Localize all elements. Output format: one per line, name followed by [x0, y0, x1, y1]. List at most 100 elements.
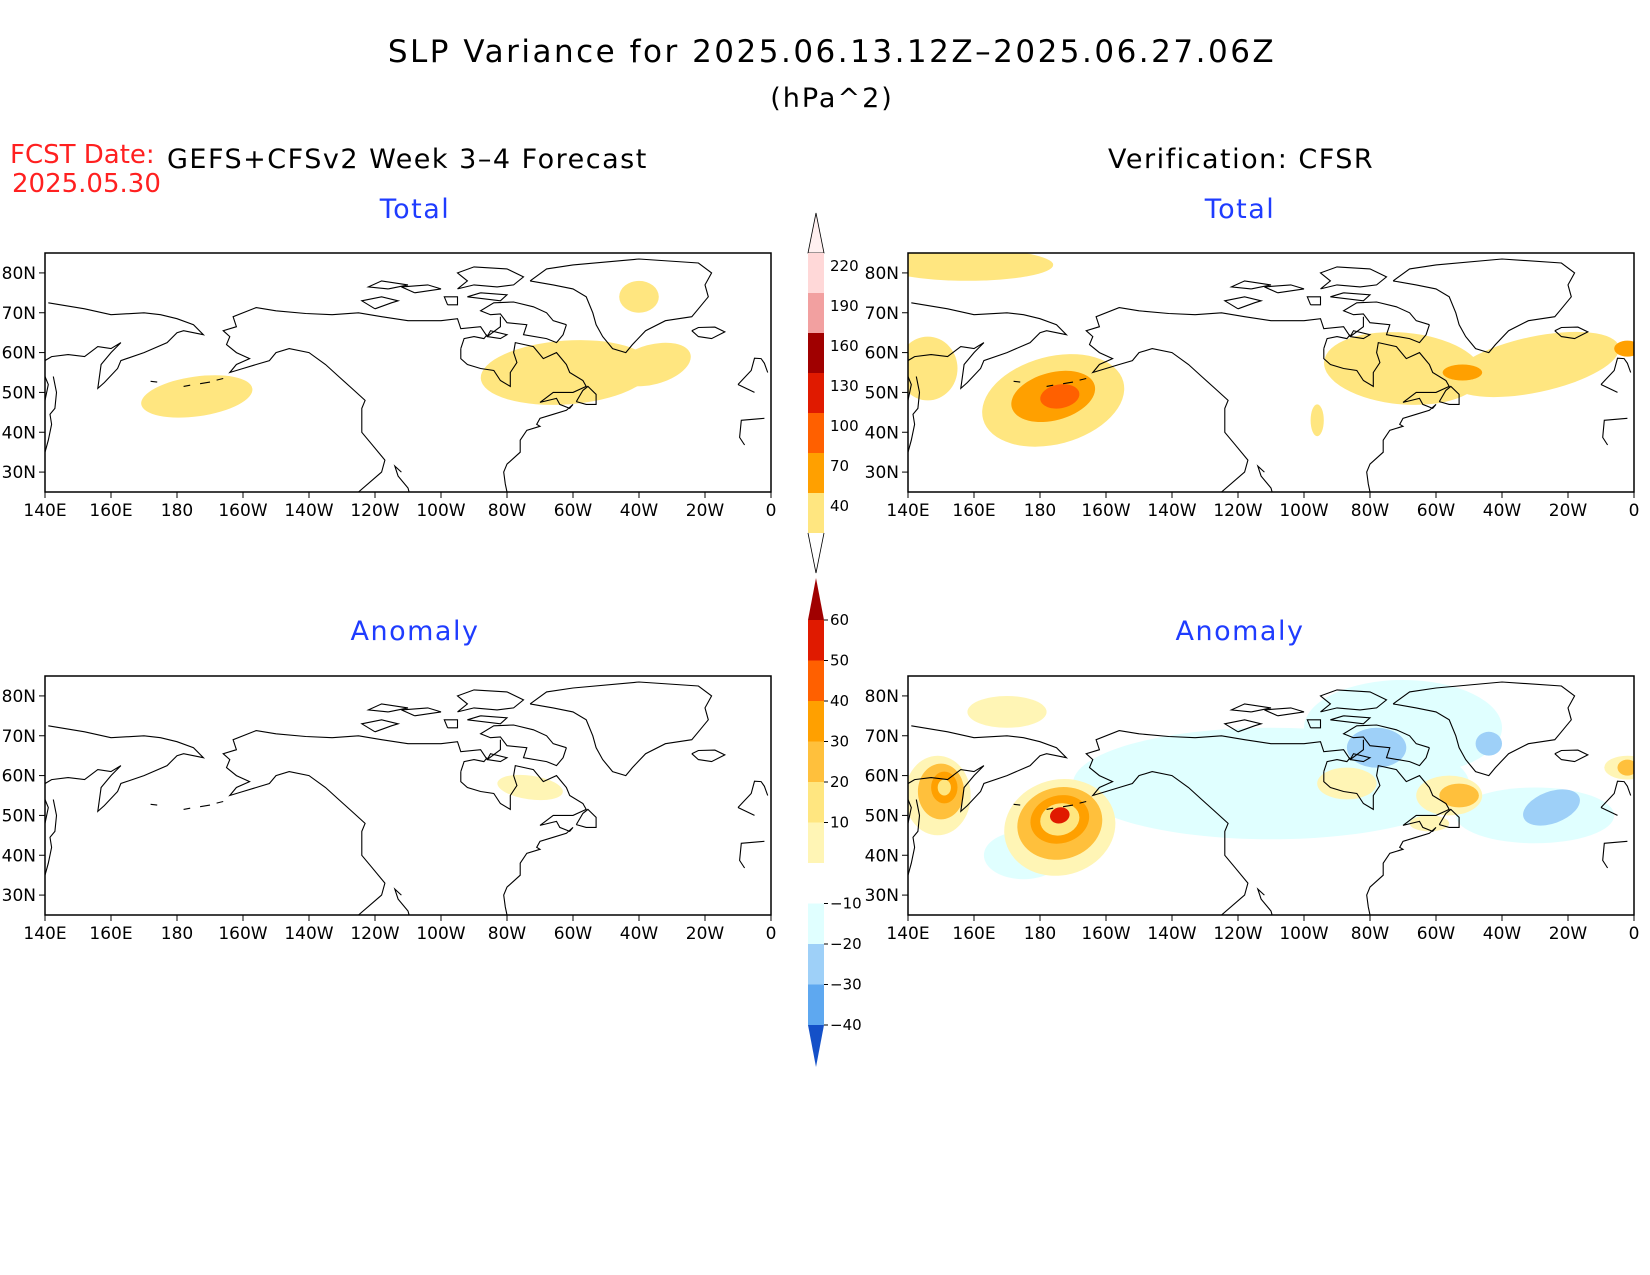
- colorbar-label: 160: [830, 337, 859, 355]
- shaded-region: [937, 779, 951, 796]
- coastline: [460, 764, 587, 915]
- colorbar-swatch: [808, 782, 824, 823]
- figure-title: SLP Variance for 2025.06.13.12Z–2025.06.…: [388, 34, 1276, 70]
- coastline: [479, 301, 567, 344]
- coastline: [1256, 464, 1273, 492]
- colorbar-arrow-bottom: [807, 532, 825, 574]
- coastline: [1063, 804, 1074, 808]
- shaded-region: [1050, 807, 1070, 824]
- coastline: [1438, 808, 1460, 828]
- coastline: [1319, 266, 1388, 290]
- lon-tick-label: 140W: [1147, 501, 1196, 521]
- coastline: [1342, 301, 1430, 344]
- shaded-region: [1523, 789, 1580, 826]
- coastline: [222, 730, 501, 915]
- coastline: [575, 385, 597, 405]
- lat-tick-label: 50N: [2, 383, 36, 403]
- lat-tick-label: 60N: [865, 344, 899, 364]
- lon-tick-label: 140W: [1147, 924, 1196, 944]
- colorbar-swatch: [808, 413, 824, 453]
- coastline: [0, 408, 764, 445]
- coastline: [1046, 384, 1054, 387]
- coastline: [456, 266, 525, 290]
- units-label: (hPa^2): [770, 83, 894, 114]
- coastline: [183, 384, 191, 387]
- coastline: [1323, 764, 1450, 915]
- coastline: [1438, 385, 1460, 405]
- lat-tick-label: 60N: [2, 344, 36, 364]
- coastline: [1013, 803, 1021, 806]
- coastline: [1046, 807, 1054, 810]
- coastline: [45, 799, 58, 876]
- shaded-region: [1442, 364, 1483, 381]
- coastline: [529, 258, 713, 354]
- lon-tick-label: 160W: [1081, 501, 1130, 521]
- lat-tick-label: 30N: [2, 886, 36, 906]
- coastline: [45, 725, 206, 824]
- lat-tick-label: 60N: [2, 767, 36, 787]
- lon-tick-label: 180: [161, 924, 193, 944]
- coastline: [1264, 284, 1305, 294]
- shaded-region: [141, 375, 253, 418]
- colorbar-total: 220 190 160 130 100 70 40: [807, 212, 859, 574]
- lon-tick-label: 100W: [1279, 924, 1328, 944]
- coastline: [1229, 280, 1272, 290]
- coastline: [150, 380, 158, 383]
- coastline: [908, 799, 921, 876]
- coastline: [1600, 357, 1632, 393]
- colorbar-label: 20: [830, 773, 849, 791]
- coastline: [222, 307, 501, 492]
- shaded-region: [613, 342, 691, 387]
- coastline: [1323, 334, 1351, 349]
- map-panel-fcst-anomaly: [0, 681, 769, 915]
- colorbar-anomaly: 60 50 40 30 20 10 −10 −20 −30 −40: [808, 578, 862, 1067]
- coastline: [1349, 330, 1372, 340]
- lat-tick-label: 70N: [2, 304, 36, 324]
- lat-tick-label: 50N: [2, 806, 36, 826]
- lat-tick-label: 40N: [2, 423, 36, 443]
- lon-tick-label: 140E: [886, 501, 929, 521]
- lat-tick-label: 40N: [865, 423, 899, 443]
- lon-tick-label: 160W: [218, 501, 267, 521]
- coastline: [1306, 719, 1322, 729]
- lon-tick-label: 80W: [488, 924, 527, 944]
- coastline: [737, 357, 769, 393]
- coastline: [908, 302, 1069, 401]
- lon-tick-label: 100W: [416, 924, 465, 944]
- lon-tick-label: 20W: [686, 501, 725, 521]
- coastline: [691, 326, 727, 340]
- map-panel-fcst-total: [0, 258, 769, 492]
- colorbar-label: 40: [830, 497, 849, 515]
- panel-title-verif-total: Total: [1204, 194, 1276, 225]
- shaded-region: [1617, 759, 1634, 776]
- colorbar-label: 50: [830, 652, 849, 670]
- colorbar-swatch: [808, 984, 824, 1025]
- coastline: [467, 292, 509, 302]
- coastline: [150, 803, 158, 806]
- coastline: [0, 831, 764, 868]
- coastline: [1256, 887, 1273, 915]
- lon-tick-label: 180: [161, 501, 193, 521]
- lon-tick-label: 80W: [1351, 924, 1390, 944]
- lon-tick-label: 120W: [1213, 924, 1262, 944]
- lon-tick-label: 0: [1629, 924, 1640, 944]
- coastline: [1392, 681, 1576, 777]
- coastline: [401, 284, 442, 294]
- shaded-region: [1614, 340, 1634, 357]
- forecast-heading: GEFS+CFSv2 Week 3–4 Forecast: [167, 144, 648, 175]
- coastline: [460, 341, 587, 492]
- coastline: [360, 719, 401, 733]
- coastline: [1342, 724, 1430, 767]
- lon-tick-label: 180: [1024, 501, 1056, 521]
- shaded-region: [908, 253, 1054, 281]
- coastline: [1554, 749, 1590, 763]
- coastline: [1223, 296, 1264, 310]
- coastline: [393, 464, 410, 492]
- lon-tick-label: 20W: [1549, 924, 1588, 944]
- lat-tick-label: 80N: [865, 687, 899, 707]
- colorbar-swatch: [808, 333, 824, 373]
- map-panel-verif-total: [908, 253, 1634, 492]
- coastline: [1079, 800, 1087, 804]
- lon-tick-label: 160E: [952, 924, 995, 944]
